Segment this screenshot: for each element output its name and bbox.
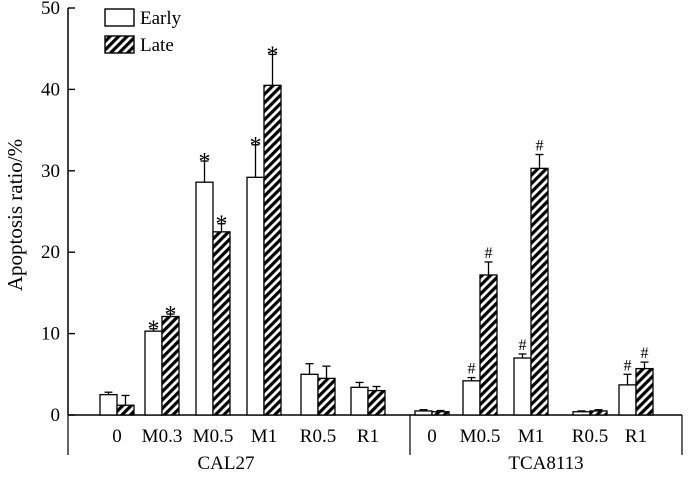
category-label: 0 <box>112 426 122 447</box>
category-label: R0.5 <box>572 426 608 447</box>
category-label: M0.5 <box>460 426 501 447</box>
significance-mark-late: # <box>485 245 493 262</box>
bar-early <box>246 176 265 416</box>
bar-late <box>116 404 135 416</box>
bar-early <box>99 393 118 416</box>
significance-mark-early: # <box>519 337 527 354</box>
category-label: M0.5 <box>193 426 234 447</box>
legend-late-label: Late <box>140 35 174 56</box>
significance-mark-late: * <box>216 212 228 238</box>
bar-early <box>414 410 433 416</box>
legend-early-swatch <box>104 8 135 27</box>
bar-early <box>513 357 532 416</box>
category-label: 0 <box>427 426 437 447</box>
bar-early <box>350 386 369 416</box>
group-label: CAL27 <box>198 453 255 474</box>
bar-late <box>635 367 654 416</box>
category-label: M1 <box>518 426 544 447</box>
significance-mark-late: * <box>165 302 177 328</box>
legend: Early Late <box>104 8 182 56</box>
bar-late <box>589 410 608 416</box>
significance-mark-late: * <box>267 42 279 68</box>
category-label: R1 <box>625 426 647 447</box>
significance-mark-early: * <box>250 133 262 159</box>
y-tick-label: 10 <box>41 324 60 345</box>
y-tick-label: 50 <box>41 0 60 19</box>
significance-mark-late: # <box>641 345 649 362</box>
bar-late <box>263 84 282 416</box>
y-tick-label: 40 <box>41 79 60 100</box>
bar-late <box>317 377 336 416</box>
legend-late-swatch <box>104 35 135 54</box>
significance-mark-late: # <box>536 138 544 155</box>
significance-mark-early: * <box>148 317 160 343</box>
bar-late <box>161 315 180 416</box>
y-tick-label: 30 <box>41 161 60 182</box>
group-label: TCA8113 <box>508 453 583 474</box>
significance-mark-early: # <box>624 357 632 374</box>
legend-early-label: Early <box>140 8 182 29</box>
y-tick-label: 0 <box>51 405 61 426</box>
bar-late <box>431 411 450 416</box>
bar-late <box>367 389 386 416</box>
category-label: M1 <box>251 426 277 447</box>
significance-mark-early: * <box>199 149 211 175</box>
y-tick-label: 20 <box>41 242 60 263</box>
bar-late <box>530 167 549 416</box>
y-axis-label: Apoptosis ratio/% <box>3 139 27 291</box>
bar-early <box>195 181 214 416</box>
bar-early <box>300 373 319 416</box>
category-label: R1 <box>357 426 379 447</box>
bar-late <box>212 231 231 416</box>
bar-late <box>479 274 498 416</box>
bar-early <box>618 384 637 416</box>
category-label: M0.3 <box>142 426 183 447</box>
bar-early <box>572 411 591 416</box>
bar-early <box>144 330 163 416</box>
category-label: R0.5 <box>300 426 336 447</box>
bar-early <box>462 380 481 416</box>
significance-mark-early: # <box>468 361 476 378</box>
